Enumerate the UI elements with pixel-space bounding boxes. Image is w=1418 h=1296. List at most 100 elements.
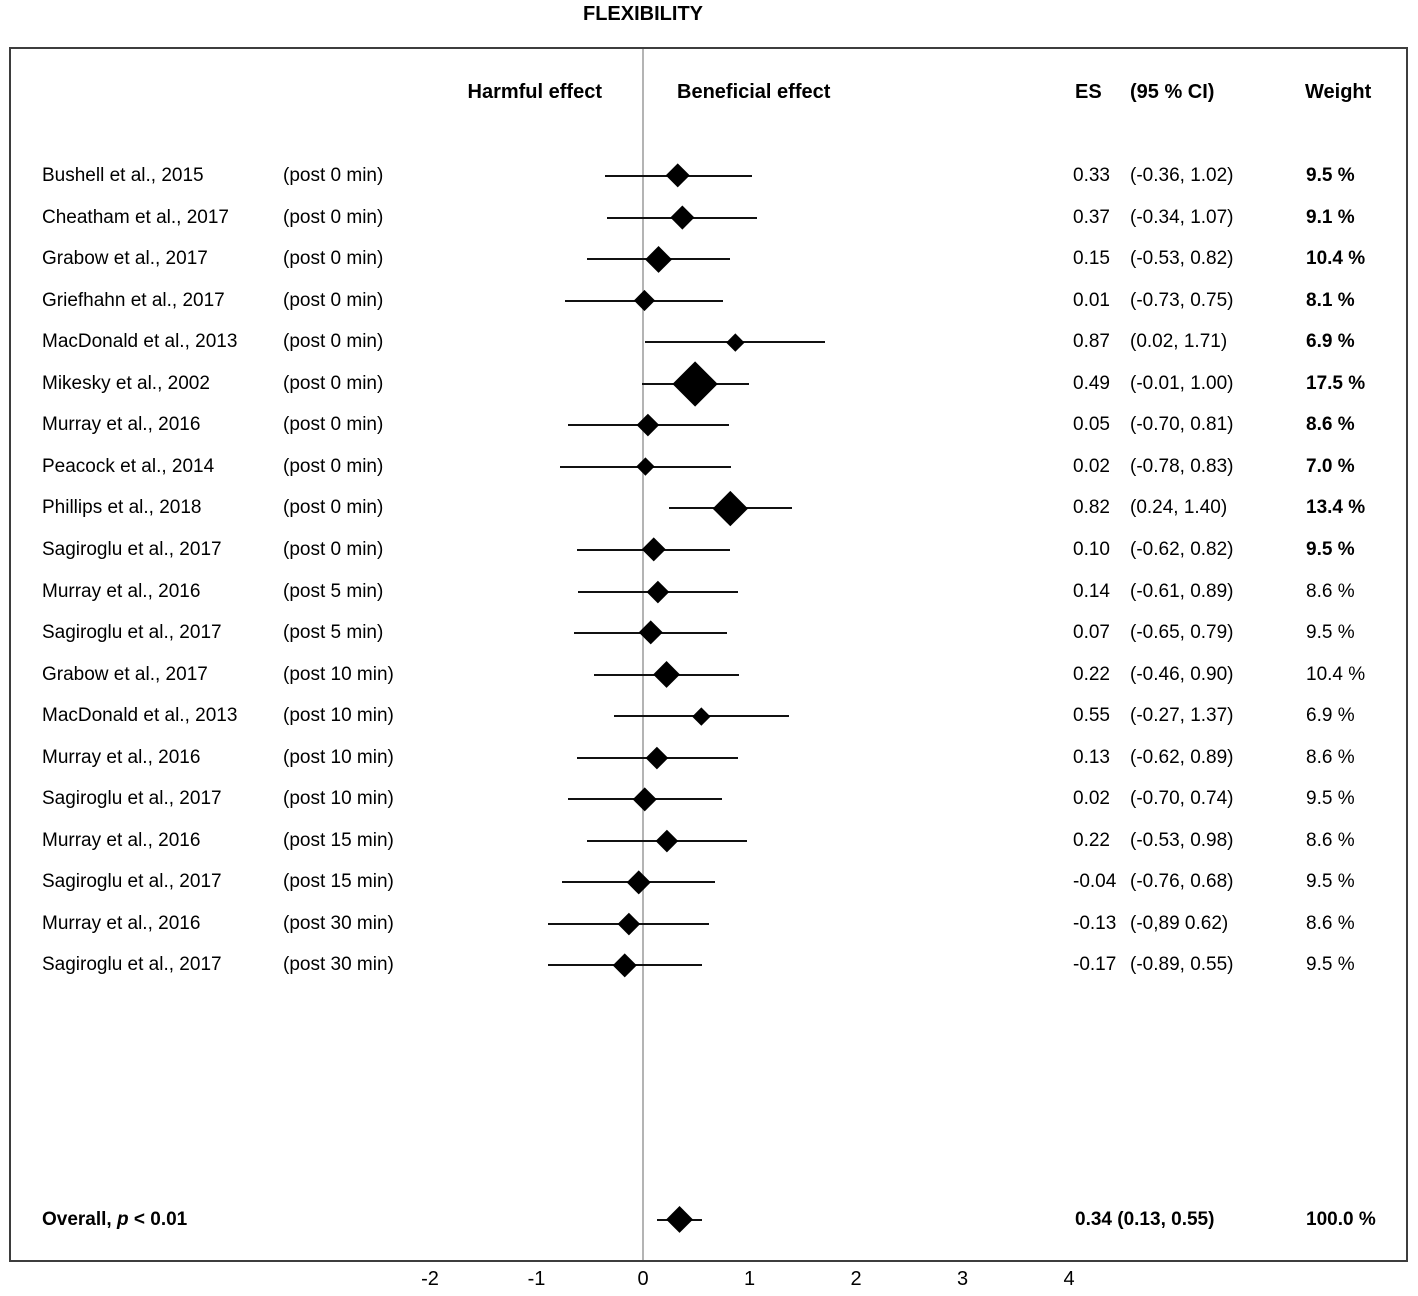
es-value: -0.17	[1073, 954, 1117, 976]
weight-value: 13.4 %	[1306, 497, 1366, 519]
effect-size-diamond-marker	[712, 490, 748, 526]
es-value: -0.13	[1073, 912, 1117, 934]
ci-column-header: (95 % CI)	[1130, 81, 1215, 103]
x-axis-tick-label: 0	[637, 1268, 649, 1290]
study-timepoint: (post 15 min)	[283, 871, 394, 893]
weight-value: 6.9 %	[1306, 705, 1355, 727]
overall-es-ci-value: 0.34 (0.13, 0.55)	[1075, 1209, 1215, 1230]
study-timepoint: (post 0 min)	[283, 331, 384, 353]
es-value: 0.01	[1073, 289, 1110, 311]
weight-value: 8.1 %	[1306, 289, 1355, 311]
effect-size-diamond-marker	[636, 457, 655, 476]
ci-value: (-0.89, 0.55)	[1130, 954, 1234, 976]
effect-size-diamond-marker	[646, 580, 670, 603]
weight-value: 8.6 %	[1306, 414, 1355, 436]
ci-value: (-0.70, 0.74)	[1130, 788, 1234, 810]
study-timepoint: (post 10 min)	[283, 746, 394, 768]
es-value: 0.07	[1073, 622, 1110, 644]
es-value: 0.15	[1073, 248, 1110, 270]
overall-diamond-marker	[665, 1206, 693, 1234]
effect-size-diamond-marker	[612, 953, 638, 978]
study-row: Sagiroglu et al., 2017 (post 10 min) 0.02 (…	[0, 786, 1418, 812]
study-timepoint: (post 0 min)	[283, 289, 384, 311]
ci-value: (-0.46, 0.90)	[1130, 663, 1234, 685]
es-value: -0.04	[1073, 871, 1117, 893]
effect-size-diamond-marker	[645, 746, 669, 769]
study-timepoint: (post 15 min)	[283, 829, 394, 851]
weight-value: 8.6 %	[1306, 829, 1355, 851]
ci-value: (-0.62, 0.89)	[1130, 746, 1234, 768]
study-name: MacDonald et al., 2013	[42, 705, 238, 727]
beneficial-effect-label: Beneficial effect	[677, 81, 831, 103]
harmful-effect-label: Harmful effect	[467, 81, 602, 103]
study-timepoint: (post 10 min)	[283, 788, 394, 810]
study-row: Murray et al., 2016 (post 5 min) 0.14 (-0.6…	[0, 579, 1418, 605]
study-timepoint: (post 0 min)	[283, 206, 384, 228]
ci-value: (-0.61, 0.89)	[1130, 580, 1234, 602]
study-row: Grabow et al., 2017 (post 10 min) 0.22 (-0.…	[0, 661, 1418, 689]
es-value: 0.02	[1073, 455, 1110, 477]
es-value: 0.49	[1073, 372, 1110, 394]
study-row: Murray et al., 2016 (post 30 min) -0.13 (-0…	[0, 911, 1418, 937]
study-row: Griefhahn et al., 2017 (post 0 min) 0.01 (-…	[0, 288, 1418, 314]
ci-value: (-0.53, 0.98)	[1130, 829, 1234, 851]
weight-value: 9.5 %	[1306, 954, 1355, 976]
study-timepoint: (post 0 min)	[283, 165, 384, 186]
study-row: Sagiroglu et al., 2017 (post 15 min) -0.04…	[0, 869, 1418, 895]
ci-value: (-0.78, 0.83)	[1130, 455, 1234, 477]
chart-title: FLEXIBILITY	[583, 3, 703, 25]
study-timepoint: (post 30 min)	[283, 954, 394, 976]
weight-value: 7.0 %	[1306, 455, 1355, 477]
effect-size-diamond-marker	[652, 661, 680, 689]
es-value: 0.10	[1073, 538, 1110, 560]
es-value: 0.87	[1073, 331, 1110, 353]
effect-size-diamond-marker	[665, 163, 691, 189]
weight-value: 6.9 %	[1306, 331, 1355, 353]
effect-size-diamond-marker	[637, 414, 660, 437]
study-row: MacDonald et al., 2013 (post 0 min) 0.87 (0…	[0, 329, 1418, 355]
weight-value: 8.6 %	[1306, 580, 1355, 602]
effect-size-diamond-marker	[670, 205, 695, 230]
x-axis-tick-label: -2	[421, 1268, 439, 1290]
ci-value: (-0.62, 0.82)	[1130, 538, 1234, 560]
es-column-header: ES	[1075, 81, 1102, 103]
study-row: Bushell et al., 2015 (post 0 min) 0.33 (-0.…	[0, 163, 1418, 189]
x-axis-tick-label: 2	[850, 1268, 862, 1290]
es-value: 0.22	[1073, 663, 1110, 685]
study-row: Phillips et al., 2018 (post 0 min) 0.82 (0.…	[0, 490, 1418, 526]
study-row: Sagiroglu et al., 2017 (post 5 min) 0.07 (-…	[0, 620, 1418, 646]
study-name: Peacock et al., 2014	[42, 455, 215, 477]
weight-value: 17.5 %	[1306, 372, 1366, 394]
es-value: 0.05	[1073, 414, 1110, 436]
study-row: Sagiroglu et al., 2017 (post 0 min) 0.10 (-…	[0, 537, 1418, 563]
study-name: Griefhahn et al., 2017	[42, 289, 225, 311]
ci-value: (-0.53, 0.82)	[1130, 248, 1234, 270]
study-row: MacDonald et al., 2013 (post 10 min) 0.55 (…	[0, 703, 1418, 729]
study-row: Cheatham et al., 2017 (post 0 min) 0.37 (-0…	[0, 205, 1418, 231]
effect-size-diamond-marker	[645, 245, 673, 273]
study-name: Murray et al., 2016	[42, 580, 201, 602]
zero-reference-line	[642, 49, 644, 1260]
study-row: Peacock et al., 2014 (post 0 min) 0.02 (-0.…	[0, 454, 1418, 480]
ci-value: (-0.27, 1.37)	[1130, 705, 1234, 727]
study-name: Phillips et al., 2018	[42, 497, 202, 519]
es-value: 0.02	[1073, 788, 1110, 810]
weight-value: 9.5 %	[1306, 788, 1355, 810]
ci-value: (0.02, 1.71)	[1130, 331, 1228, 353]
effect-size-diamond-marker	[633, 290, 655, 312]
es-value: 0.14	[1073, 580, 1110, 602]
effect-size-diamond-marker	[617, 912, 641, 936]
study-name: Sagiroglu et al., 2017	[42, 538, 222, 560]
study-row: Murray et al., 2016 (post 0 min) 0.05 (-0.7…	[0, 412, 1418, 438]
study-name: Murray et al., 2016	[42, 414, 201, 436]
overall-row: Overall, p < 0.01 0.34 (0.13, 0.55) 100.…	[0, 1206, 1418, 1234]
effect-size-diamond-marker	[641, 537, 666, 563]
study-name: Grabow et al., 2017	[42, 248, 208, 270]
ci-value: (-0.34, 1.07)	[1130, 206, 1234, 228]
es-value: 0.13	[1073, 746, 1110, 768]
weight-value: 9.5 %	[1306, 538, 1355, 560]
study-timepoint: (post 0 min)	[283, 372, 384, 394]
study-timepoint: (post 0 min)	[283, 538, 384, 560]
study-row: Murray et al., 2016 (post 15 min) 0.22 (-0.…	[0, 828, 1418, 854]
